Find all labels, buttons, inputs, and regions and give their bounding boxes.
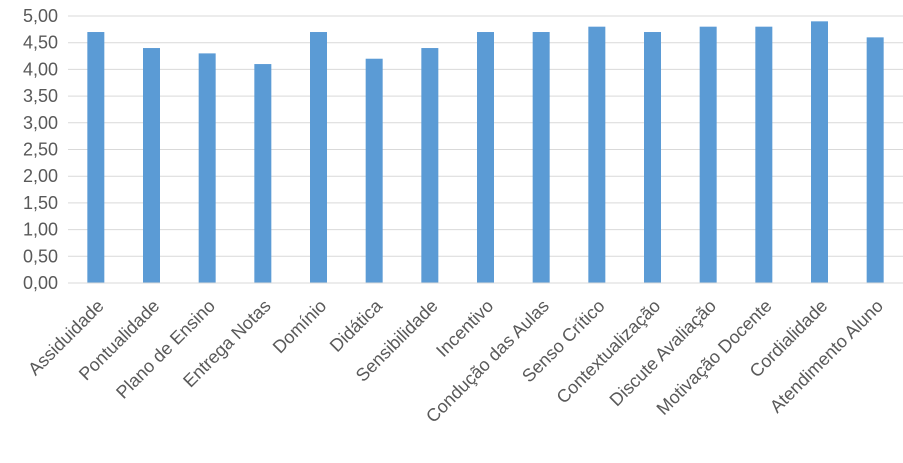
x-tick-label: Contextualização (553, 296, 665, 408)
bar (811, 21, 828, 284)
y-tick-label: 5,00 (23, 6, 58, 26)
y-tick-label: 0,50 (23, 246, 58, 266)
y-tick-label: 2,00 (23, 166, 58, 186)
bar (588, 26, 606, 284)
bars (87, 21, 884, 284)
y-tick-label: 2,50 (23, 140, 58, 160)
bar (477, 32, 494, 283)
bar (87, 32, 105, 283)
y-tick-label: 1,50 (23, 193, 58, 213)
bar (310, 32, 327, 283)
bar (644, 32, 661, 283)
y-tick-label: 1,00 (23, 220, 58, 240)
y-tick-label: 3,00 (23, 113, 58, 133)
bar (198, 53, 216, 283)
y-tick-label: 4,50 (23, 33, 58, 53)
bar (254, 64, 272, 283)
bar (532, 32, 550, 283)
y-axis-tick-labels: 0,00 0,50 1,00 1,50 2,00 2,50 3,00 3,50 4,00 4,50… (23, 6, 58, 293)
y-tick-label: 4,00 (23, 59, 58, 79)
bar (755, 26, 773, 284)
bar (365, 58, 383, 283)
bar (699, 26, 717, 284)
bar (143, 48, 160, 283)
y-tick-label: 3,50 (23, 86, 58, 106)
bar (421, 48, 439, 283)
bar (866, 37, 884, 283)
y-tick-label: 0,00 (23, 273, 58, 293)
x-tick-label: Domínio (269, 296, 331, 358)
x-tick-label: Discute Avaliação (606, 296, 720, 410)
x-tick-label: Plano de Ensino (112, 296, 219, 403)
